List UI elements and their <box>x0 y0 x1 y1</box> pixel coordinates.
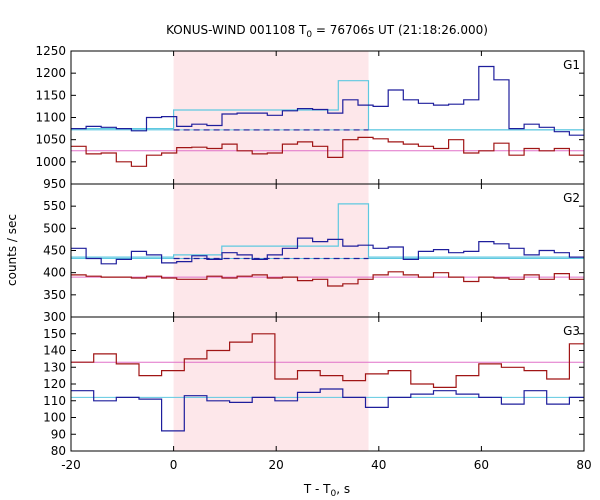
title-prefix: KONUS-WIND 001108 T <box>166 23 307 37</box>
x-tick-label: 0 <box>170 458 178 472</box>
x-tick-label: 80 <box>576 458 591 472</box>
panel-name: G2 <box>563 191 580 205</box>
y-tick-label: 450 <box>43 244 66 258</box>
x-tick-label: -20 <box>61 458 81 472</box>
y-tick-label: 1200 <box>35 66 66 80</box>
y-tick-label: 150 <box>43 327 66 341</box>
y-tick-label: 1100 <box>35 111 66 125</box>
y-tick-label: 1050 <box>35 133 66 147</box>
y-tick-label: 120 <box>43 377 66 391</box>
model-step-line <box>71 203 584 258</box>
x-tick-label: 20 <box>269 458 284 472</box>
y-tick-label: 1250 <box>35 44 66 58</box>
y-tick-label: 110 <box>43 394 66 408</box>
series-blue-histogram <box>71 65 584 136</box>
y-tick-label: 550 <box>43 199 66 213</box>
y-tick-label: 1150 <box>35 88 66 102</box>
y-tick-label: 400 <box>43 266 66 280</box>
y-tick-label: 950 <box>43 177 66 191</box>
y-tick-label: 130 <box>43 360 66 374</box>
title-suffix: = 76706s UT (21:18:26.000) <box>312 23 488 37</box>
y-tick-label: 140 <box>43 344 66 358</box>
series-blue-histogram <box>71 237 584 265</box>
y-tick-label: 500 <box>43 221 66 235</box>
title-subscript: 0 <box>306 30 312 40</box>
panel-name: G1 <box>563 58 580 72</box>
y-tick-label: 300 <box>43 310 66 324</box>
series-red-histogram <box>71 333 584 388</box>
x-axis-label-suffix: , s <box>336 482 350 496</box>
x-axis-label: T - T0, s <box>303 482 350 499</box>
highlight-interval <box>173 51 369 451</box>
y-tick-label: 1000 <box>35 155 66 169</box>
panel-name: G3 <box>563 324 580 338</box>
plot-area: 950100010501100115012001250G130035040045… <box>35 44 591 472</box>
series-red-histogram <box>71 271 584 287</box>
y-tick-label: 350 <box>43 288 66 302</box>
model-step-line <box>71 80 584 131</box>
y-tick-label: 80 <box>51 444 66 458</box>
series-red-histogram <box>71 136 584 167</box>
x-tick-label: 60 <box>474 458 489 472</box>
y-tick-label: 100 <box>43 411 66 425</box>
y-tick-label: 90 <box>51 427 66 441</box>
y-axis-label: counts / sec <box>5 214 19 286</box>
x-tick-label: 40 <box>371 458 386 472</box>
x-axis-label-subscript: 0 <box>331 489 337 499</box>
series-blue-histogram <box>71 388 584 432</box>
x-axis-label-prefix: T - T <box>303 482 331 496</box>
chart-title: KONUS-WIND 001108 T0 = 76706s UT (21:18:… <box>166 23 488 40</box>
